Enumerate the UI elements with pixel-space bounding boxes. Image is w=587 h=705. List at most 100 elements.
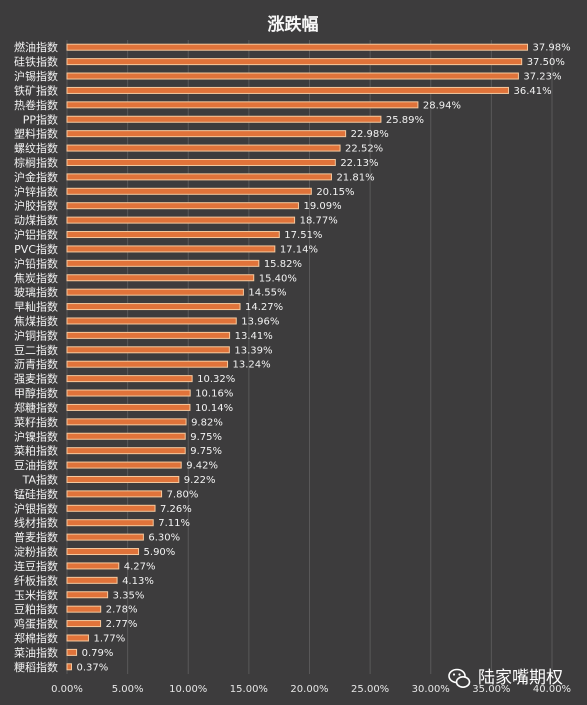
category-label: 焦煤指数 [14,314,58,328]
bar [66,245,276,253]
category-label: 棕榈指数 [14,155,58,169]
data-label: 13.96% [241,316,279,327]
category-label: 动煤指数 [14,213,58,227]
data-label: 9.75% [190,446,222,457]
bar [66,101,419,109]
category-label: 沪胶指数 [14,199,58,213]
category-label: 菜粕指数 [14,444,58,458]
x-tick-label: 20.00% [290,684,328,695]
data-label: 2.78% [106,605,138,616]
bar [66,591,109,599]
watermark-text: 陆家嘴期权 [478,668,563,688]
data-label: 4.27% [124,561,156,572]
bar [66,620,102,628]
data-label: 22.98% [351,129,389,140]
bar [66,331,231,339]
bar [66,375,193,383]
bar [66,548,140,556]
bar [66,418,187,426]
bar [66,533,144,541]
data-label: 9.75% [190,432,222,443]
data-label: 37.50% [527,57,565,68]
data-label: 19.09% [303,201,341,212]
x-tick-label: 5.00% [112,684,144,695]
category-label: 硅铁指数 [14,55,58,69]
x-tick-label: 40.00% [533,684,571,695]
data-label: 13.41% [235,331,273,342]
bar [66,216,296,224]
data-label: 37.98% [533,43,571,54]
bar [66,389,191,397]
category-label: 沪锌指数 [14,184,58,198]
category-label: 豆粕指数 [14,602,58,616]
data-label: 37.23% [523,72,561,83]
bar [66,43,529,51]
x-tick-label: 30.00% [412,684,450,695]
category-label: 纤板指数 [14,573,58,587]
bar [66,490,163,498]
category-label: 沪银指数 [14,501,58,515]
data-label: 17.51% [284,230,322,241]
bar [66,72,519,80]
bar [66,403,191,411]
x-tick-label: 10.00% [169,684,207,695]
x-tick-label: 0.00% [51,684,83,695]
data-label: 22.52% [345,144,383,155]
category-label: 螺纹指数 [14,141,58,155]
category-label: 淀粉指数 [14,545,58,559]
x-tick-label: 15.00% [230,684,268,695]
bar [66,231,280,239]
category-label: 沪铅指数 [14,256,58,270]
data-label: 2.77% [106,619,138,630]
data-label: 20.15% [316,187,354,198]
category-label: 连豆指数 [14,559,58,573]
data-label: 21.81% [336,172,374,183]
category-label: 沪锡指数 [14,69,58,83]
bar [66,475,180,483]
category-label: TA指数 [22,472,58,486]
data-label: 28.94% [423,100,461,111]
data-label: 0.37% [76,662,108,673]
bars [66,43,529,671]
data-label: 10.32% [197,374,235,385]
category-label: 强麦指数 [14,372,58,386]
bar [66,130,347,138]
category-label: 粳稻指数 [14,660,58,674]
data-label: 7.11% [158,518,190,529]
data-label: 4.13% [122,576,154,587]
data-label: 36.41% [513,86,551,97]
bar [66,187,312,195]
data-label: 0.79% [82,648,114,659]
category-label: 沪铜指数 [14,328,58,342]
category-label: 郑棉指数 [14,631,58,645]
data-label: 13.24% [233,360,271,371]
category-label: 早籼指数 [14,300,58,314]
bar [66,504,156,512]
bar [66,58,523,66]
data-label: 1.77% [93,633,125,644]
bar [66,115,382,123]
category-label: 鸡蛋指数 [14,617,58,631]
data-label: 9.82% [191,417,223,428]
bar [66,288,244,296]
data-label: 10.14% [195,403,233,414]
bar [66,605,102,613]
data-label: 14.27% [245,302,283,313]
bar [66,86,509,94]
data-label: 9.42% [186,461,218,472]
bar [66,663,72,671]
data-label: 3.35% [113,590,145,601]
bar [66,360,229,368]
category-label: 热卷指数 [14,98,58,112]
data-label: 10.16% [195,389,233,400]
x-axis-tick-labels: 0.00% 5.00% 10.00% 15.00% 20.00% 25.00% 30.00%… [51,684,571,695]
bar [66,562,120,570]
bar [66,158,336,166]
category-label: 燃油指数 [14,40,58,54]
bar [66,634,89,642]
category-label: 沪金指数 [14,170,58,184]
wechat-icon [448,668,471,688]
data-labels: 37.98% 37.50% 37.23% 36.41% 28.94% 25.89% 22.9… [76,43,570,674]
